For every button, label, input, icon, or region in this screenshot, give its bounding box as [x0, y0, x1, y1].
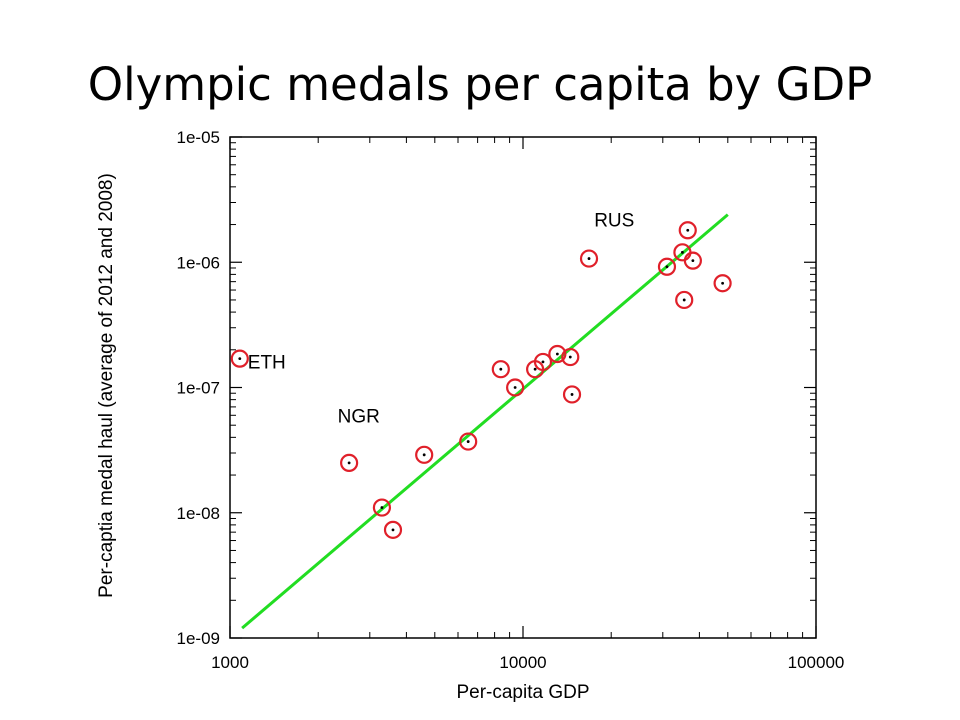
data-point-center [691, 259, 695, 263]
data-point [675, 290, 694, 310]
data-point [459, 432, 478, 451]
data-point-center [686, 228, 690, 232]
data-point-center [665, 265, 669, 269]
data-point-center [380, 506, 384, 509]
data-point [678, 221, 697, 240]
y-tick-label: 1e-07 [177, 379, 220, 398]
data-point [491, 360, 510, 379]
data-point [372, 498, 392, 517]
data-point [415, 445, 434, 464]
data-point [533, 352, 553, 372]
x-tick-label: 1000 [211, 653, 249, 672]
data-point-center [555, 352, 559, 356]
x-tick-label: 10000 [499, 653, 546, 672]
data-point [230, 349, 249, 368]
data-point-center [238, 357, 242, 361]
annotation-ngr: NGR [338, 406, 380, 427]
data-point [340, 453, 359, 473]
y-tick-label: 1e-09 [177, 629, 220, 648]
data-point [562, 385, 582, 404]
annotation-rus: RUS [594, 210, 634, 231]
data-point-center [347, 461, 351, 465]
data-point [713, 274, 732, 293]
data-point [383, 520, 403, 539]
data-point-center [587, 257, 591, 260]
y-tick-label: 1e-06 [177, 253, 220, 272]
data-point-center [391, 528, 395, 532]
data-point-center [681, 250, 684, 254]
data-point [506, 378, 525, 397]
data-point-center [466, 440, 470, 443]
data-point-center [499, 367, 503, 371]
data-point-center [682, 298, 686, 302]
data-point-center [533, 367, 537, 371]
annotation-eth: ETH [248, 352, 286, 373]
x-axis-label: Per-capita GDP [456, 682, 589, 703]
slide-title: Olympic medals per capita by GDP [87, 58, 873, 111]
fit-line [241, 213, 729, 630]
data-point-center [721, 281, 725, 285]
data-point-center [568, 355, 572, 359]
x-tick-label: 100000 [788, 653, 845, 672]
y-tick-label: 1e-08 [177, 504, 220, 523]
data-point [561, 347, 580, 367]
y-axis-label: Per-captia medal haul (average of 2012 a… [96, 173, 117, 598]
data-point-center [422, 453, 426, 457]
data-point-center [570, 393, 574, 396]
data-point [579, 249, 599, 268]
data-point [548, 344, 567, 364]
data-point [657, 257, 677, 276]
data-point-center [513, 386, 517, 389]
y-tick-label: 1e-05 [177, 128, 220, 147]
data-point [683, 251, 702, 270]
data-point-center [541, 360, 545, 364]
